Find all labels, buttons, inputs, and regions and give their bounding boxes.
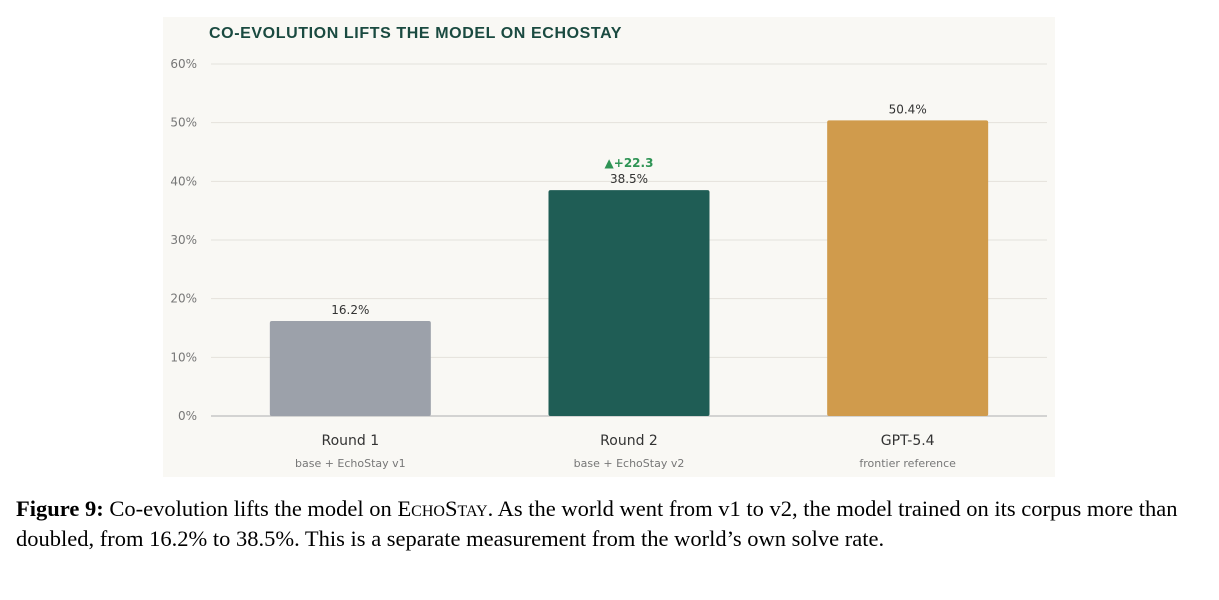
caption-label: Figure 9: — [16, 496, 104, 521]
y-tick-label: 60% — [170, 57, 197, 71]
y-tick-label: 40% — [170, 174, 197, 188]
category-subtitle: base + EchoStay v1 — [295, 457, 406, 470]
bar — [827, 120, 989, 416]
x-axis-categories: Round 1 base + EchoStay v1 Round 2 base + E… — [295, 433, 956, 470]
caption-dataset-name: EchoStay — [397, 496, 488, 521]
y-axis-ticks: 0% 10% 20% 30% 40% 50% 60% — [170, 57, 197, 423]
y-tick-label: 0% — [178, 409, 197, 423]
bar — [548, 190, 710, 416]
bar-chart: CO-EVOLUTION LIFTS THE MODEL ON ECHOSTAY… — [170, 25, 1047, 470]
y-tick-label: 30% — [170, 233, 197, 247]
delta-annotation: ▲+22.3 — [605, 156, 654, 170]
value-label: 50.4% — [889, 102, 927, 116]
y-tick-label: 50% — [170, 116, 197, 130]
y-tick-label: 10% — [170, 350, 197, 364]
bars — [269, 120, 989, 416]
value-label: 16.2% — [331, 303, 369, 317]
category-label: GPT-5.4 — [881, 433, 935, 449]
chart-figure: CO-EVOLUTION LIFTS THE MODEL ON ECHOSTAY… — [163, 17, 1055, 477]
y-tick-label: 20% — [170, 292, 197, 306]
category-subtitle: frontier reference — [859, 457, 956, 470]
chart-title: CO-EVOLUTION LIFTS THE MODEL ON ECHOSTAY — [209, 25, 622, 42]
caption-text-before: Co-evolution lifts the model on — [103, 496, 398, 521]
category-subtitle: base + EchoStay v2 — [574, 457, 685, 470]
data-labels: 16.2% 38.5% ▲+22.3 50.4% — [331, 102, 926, 317]
figure-caption: Figure 9: Co-evolution lifts the model o… — [16, 494, 1206, 554]
value-label: 38.5% — [610, 172, 648, 186]
caption-text-after: . As the world went from v1 to v2, the m… — [16, 496, 1178, 551]
category-label: Round 1 — [322, 433, 380, 449]
category-label: Round 2 — [600, 433, 658, 449]
bar — [269, 320, 431, 416]
